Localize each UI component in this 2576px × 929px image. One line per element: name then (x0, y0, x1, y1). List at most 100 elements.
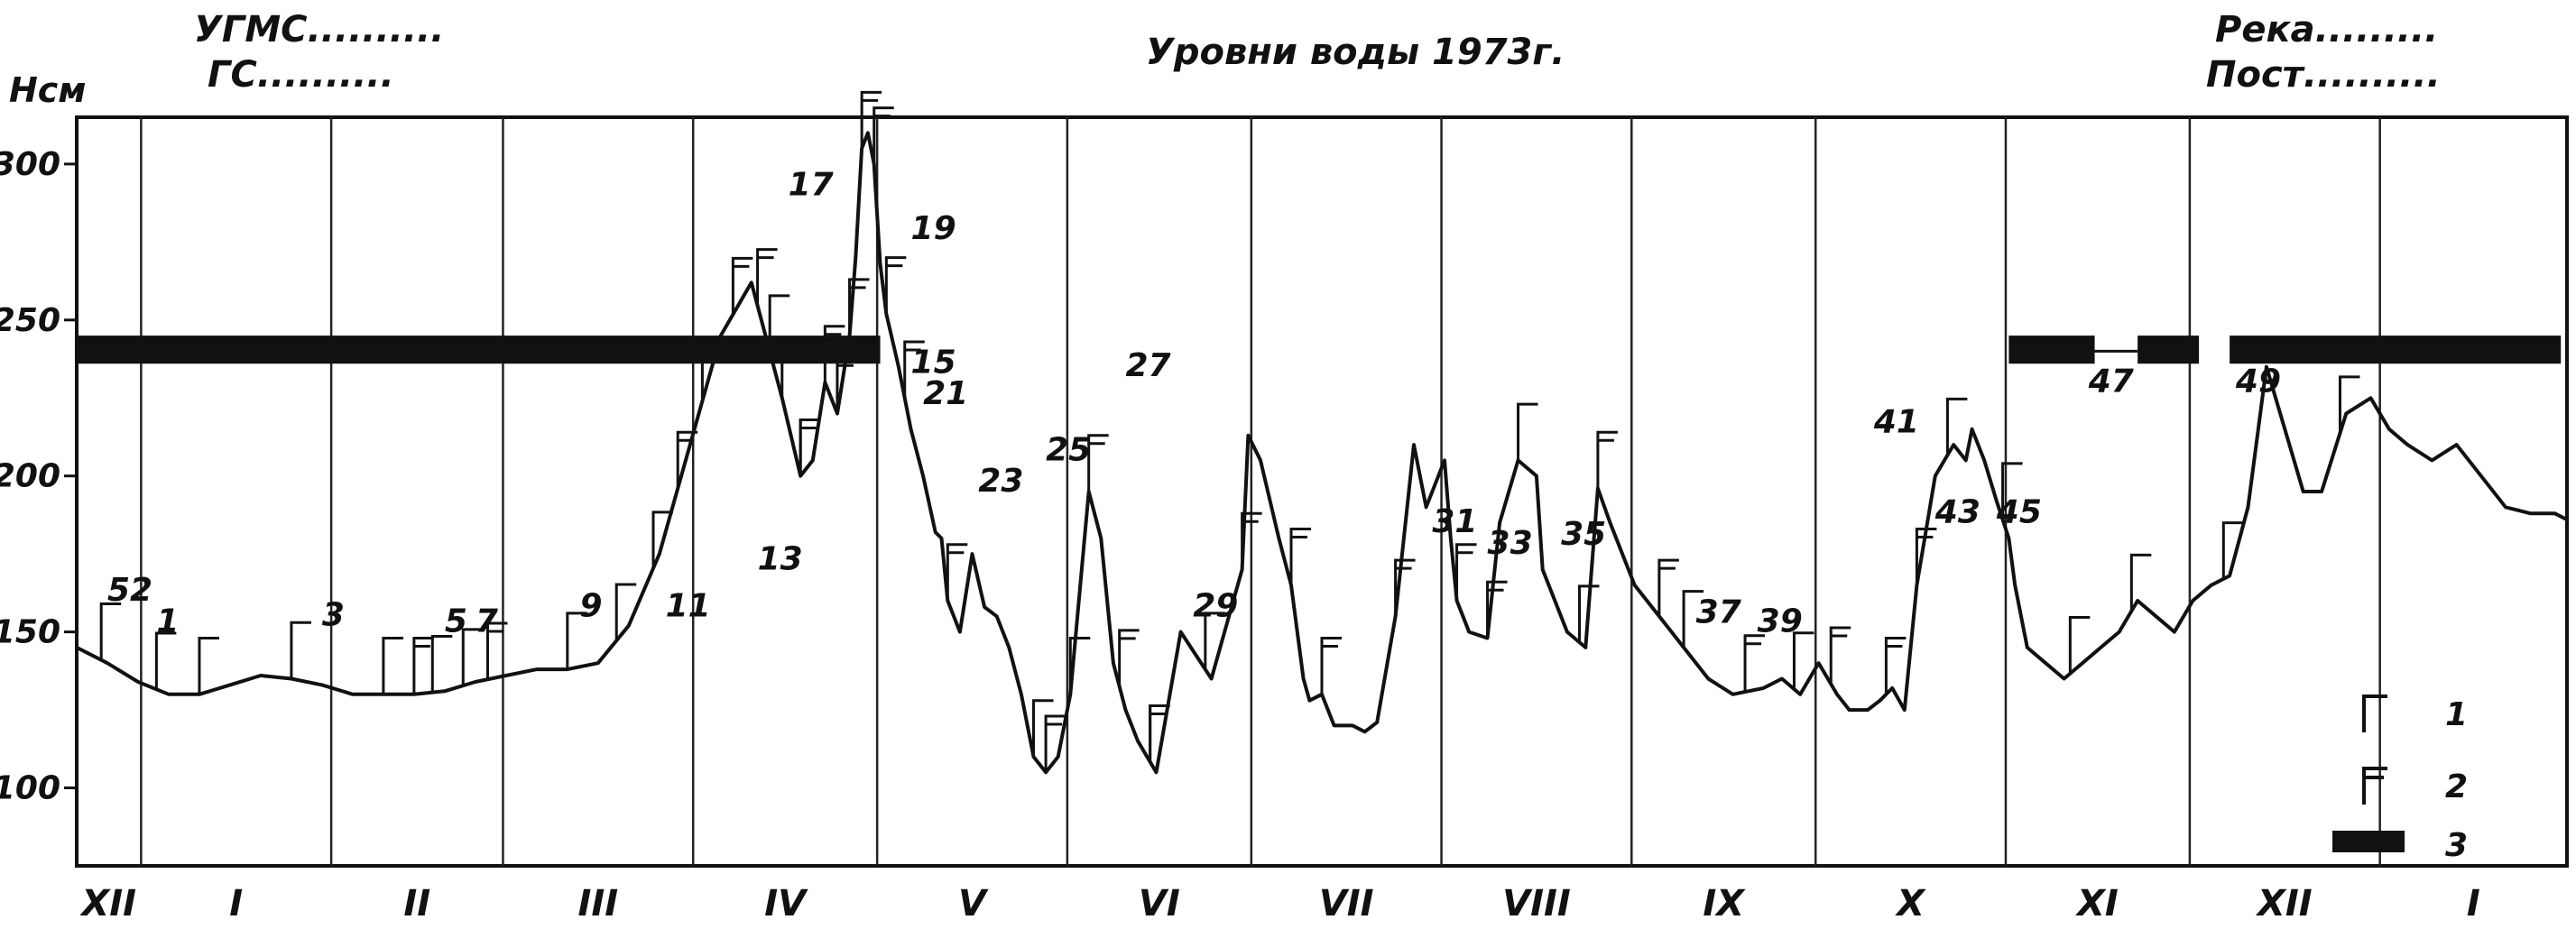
number-label: 52 (107, 572, 152, 609)
y-axis-label: Нсм (9, 70, 87, 110)
number-label: 3 (322, 597, 345, 634)
observation-mark-type1 (2001, 462, 2023, 520)
observation-mark-type2 (799, 418, 821, 476)
legend-ice-bar (2332, 831, 2405, 852)
observation-mark-type2 (1884, 637, 1907, 694)
observation-mark-type2 (823, 325, 845, 382)
observation-mark-type2 (1289, 528, 1312, 585)
number-label: 11 (666, 587, 711, 624)
legend-label: 3 (2445, 827, 2468, 864)
observation-mark-type2 (1149, 704, 1170, 762)
observation-mark-type1 (2338, 375, 2360, 434)
observation-mark-type1 (1945, 397, 1968, 455)
y-tick-label: 100 (0, 770, 60, 807)
observation-mark-type2 (1829, 626, 1851, 685)
ice-bar (77, 336, 881, 364)
observation-mark-type2 (1118, 629, 1140, 687)
observation-mark-type2 (780, 340, 802, 399)
observation-mark-type2 (1657, 558, 1679, 617)
observation-mark-type1 (566, 612, 587, 670)
observation-mark-type2 (1320, 637, 1342, 694)
observation-mark-type2 (946, 543, 968, 602)
number-label: 37 (1696, 593, 1741, 630)
number-label: 25 (1046, 431, 1091, 468)
legend-label: 2 (2445, 768, 2468, 805)
ice-bar (2137, 336, 2200, 364)
number-label: 47 (2088, 363, 2134, 400)
month-label: XII (2255, 883, 2313, 924)
observation-mark-type1 (1517, 402, 1538, 461)
observation-mark-type2 (756, 248, 778, 306)
legend-label: 1 (2445, 696, 2468, 733)
observation-mark-type2 (1486, 580, 1508, 639)
number-label: 33 (1488, 525, 1533, 562)
observation-mark-type2 (412, 637, 434, 694)
observation-mark-type1 (651, 510, 674, 569)
month-label: IV (764, 883, 808, 924)
number-label: 9 (579, 587, 602, 624)
number-label: 43 (1934, 494, 1980, 531)
month-label: XI (2074, 883, 2119, 924)
observation-mark-type1 (1068, 637, 1091, 694)
observation-mark-type2 (903, 340, 925, 399)
observation-mark-type2 (848, 278, 870, 336)
observation-mark-type1 (1031, 699, 1054, 757)
number-label: 35 (1561, 516, 1606, 553)
number-label: 41 (1873, 403, 1919, 440)
number-label: 21 (923, 375, 968, 412)
number-label: 15 (911, 345, 956, 382)
observation-mark-type1 (2129, 553, 2152, 612)
month-label: VII (1319, 883, 1374, 924)
observation-mark-type2 (836, 355, 857, 414)
month-label: I (2467, 883, 2480, 924)
y-tick-label: 150 (0, 614, 60, 651)
month-label: IX (1703, 883, 1746, 924)
number-label: 7 (475, 603, 498, 640)
observation-mark-type1 (99, 602, 122, 660)
observation-mark-type2 (731, 256, 753, 315)
observation-mark-type1 (1792, 631, 1814, 690)
observation-mark-type2 (1394, 558, 1416, 617)
observation-mark-type1 (1204, 612, 1225, 670)
observation-mark-type2 (1915, 528, 1937, 585)
number-label: 19 (911, 210, 956, 247)
observation-mark-type2 (676, 430, 698, 489)
observation-mark-type2 (1087, 434, 1109, 492)
number-label: 29 (1193, 587, 1238, 624)
legend-mark-type2 (2362, 767, 2387, 805)
observation-mark-type2 (1044, 714, 1066, 773)
ice-bar (2008, 336, 2095, 364)
month-label: V (958, 883, 989, 924)
observation-mark-type1 (700, 343, 723, 401)
y-tick-label: 300 (0, 146, 60, 183)
observation-mark-type1 (2068, 615, 2091, 674)
observation-mark-type2 (1241, 511, 1262, 570)
month-label: X (1894, 883, 1926, 924)
observation-mark-type1 (290, 621, 311, 679)
number-label: 27 (1125, 347, 1170, 384)
observation-mark-type1 (198, 637, 219, 694)
plot-frame (75, 115, 2569, 868)
observation-mark-type2 (884, 256, 907, 314)
month-label: VIII (1502, 883, 1571, 924)
observation-mark-type2 (1455, 543, 1477, 602)
observation-mark-type1 (461, 628, 484, 686)
number-label: 17 (789, 166, 834, 203)
header-right-river: Река......... (2215, 9, 2439, 51)
observation-mark-type1 (2221, 521, 2244, 579)
month-label: VI (1139, 883, 1180, 924)
month-label: III (578, 883, 619, 924)
observation-mark-type1 (382, 637, 403, 694)
header-right-post: Пост.......... (2206, 54, 2441, 96)
observation-mark-type1 (614, 583, 637, 641)
water-level-line (76, 131, 2568, 775)
observation-mark-type2 (1596, 430, 1618, 489)
number-label: 23 (978, 463, 1023, 500)
month-label: I (229, 883, 243, 924)
number-label: 13 (758, 540, 803, 577)
y-tick-label: 250 (0, 302, 60, 339)
observation-mark-type2 (873, 106, 894, 164)
number-label: 31 (1432, 503, 1477, 540)
observation-mark-type2 (1743, 634, 1766, 693)
